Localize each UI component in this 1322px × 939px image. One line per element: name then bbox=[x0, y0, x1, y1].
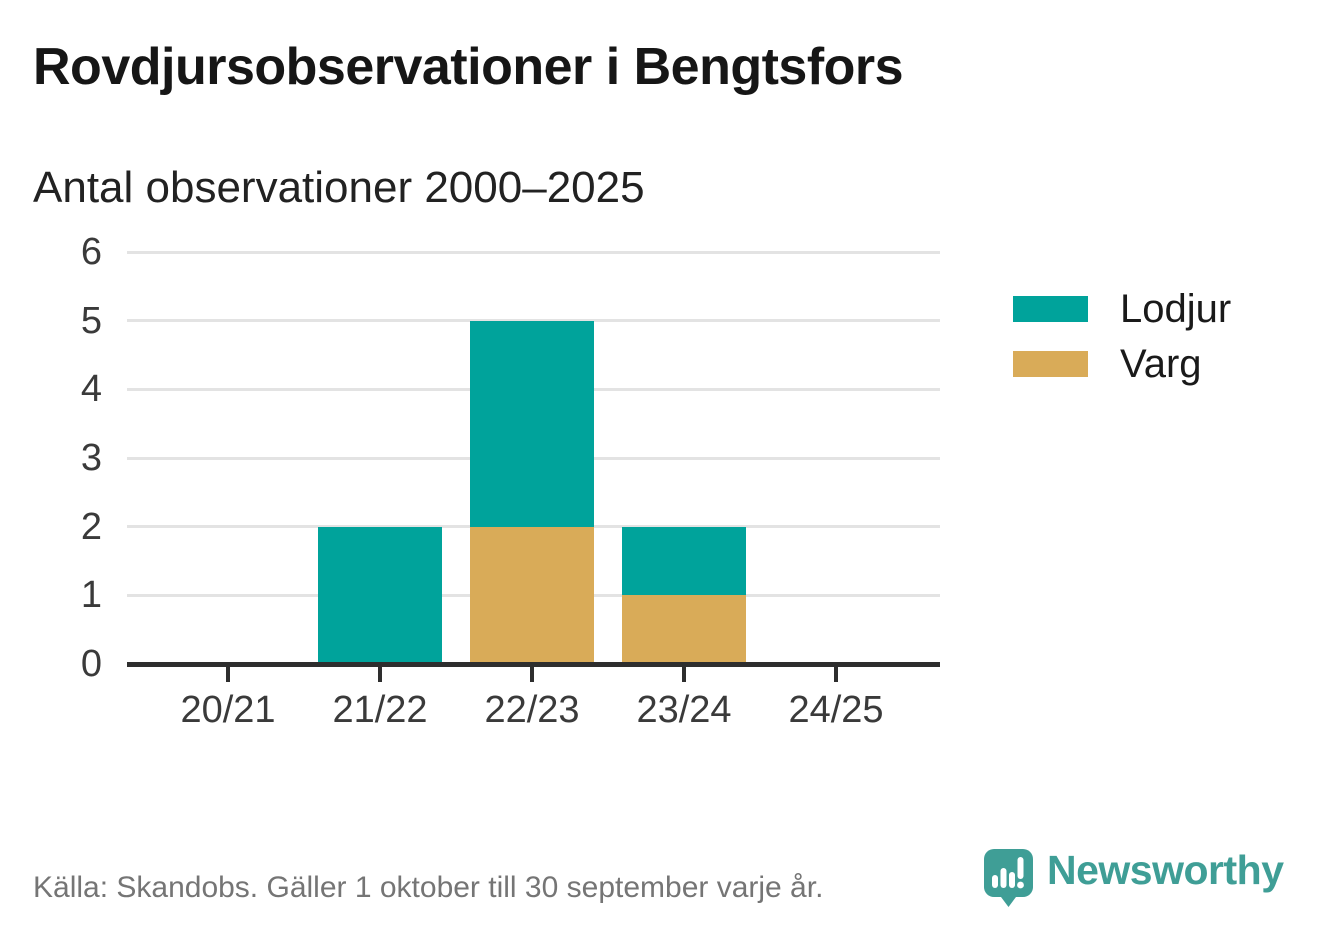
legend-label: Lodjur bbox=[1120, 287, 1232, 331]
legend-label: Varg bbox=[1120, 342, 1202, 386]
x-tick-label: 23/24 bbox=[636, 689, 732, 731]
x-tick-mark bbox=[226, 667, 230, 682]
brand-lockup: Newsworthy bbox=[984, 847, 1284, 907]
x-tick-label: 20/21 bbox=[180, 689, 276, 731]
gridline bbox=[127, 250, 940, 254]
chart-subtitle: Antal observationer 2000–2025 bbox=[33, 163, 645, 212]
legend-swatch-varg bbox=[1013, 351, 1088, 377]
x-tick-label: 22/23 bbox=[484, 689, 580, 731]
legend: Lodjur Varg bbox=[1013, 289, 1231, 399]
bar-segment-lodjur bbox=[470, 320, 594, 527]
y-tick-label: 6 bbox=[80, 231, 102, 273]
source-note: Källa: Skandobs. Gäller 1 oktober till 3… bbox=[33, 871, 824, 904]
y-tick-label: 2 bbox=[80, 505, 102, 548]
newsworthy-logo-icon bbox=[984, 849, 1033, 907]
y-tick-label: 4 bbox=[80, 368, 102, 411]
x-axis-line bbox=[127, 662, 940, 667]
x-tick-mark bbox=[834, 667, 838, 682]
chart-title: Rovdjursobservationer i Bengtsfors bbox=[33, 38, 904, 96]
plot-area bbox=[127, 250, 940, 664]
bar-segment-varg bbox=[622, 595, 746, 664]
x-tick-label: 21/22 bbox=[332, 689, 428, 731]
x-tick-mark bbox=[682, 667, 686, 682]
bar-segment-lodjur bbox=[318, 526, 442, 664]
legend-item: Varg bbox=[1013, 344, 1231, 384]
x-tick-mark bbox=[530, 667, 534, 682]
x-tick-mark bbox=[378, 667, 382, 682]
bar-segment-varg bbox=[470, 526, 594, 664]
legend-item: Lodjur bbox=[1013, 289, 1231, 329]
gridline bbox=[127, 319, 940, 323]
bar-segment-lodjur bbox=[622, 526, 746, 596]
legend-swatch-lodjur bbox=[1013, 296, 1088, 322]
x-tick-label: 24/25 bbox=[788, 689, 884, 731]
brand-name: Newsworthy bbox=[1047, 847, 1284, 893]
y-tick-label: 0 bbox=[80, 643, 102, 685]
y-tick-label: 1 bbox=[80, 574, 102, 617]
y-tick-label: 5 bbox=[80, 299, 102, 342]
y-tick-label: 3 bbox=[80, 437, 102, 479]
